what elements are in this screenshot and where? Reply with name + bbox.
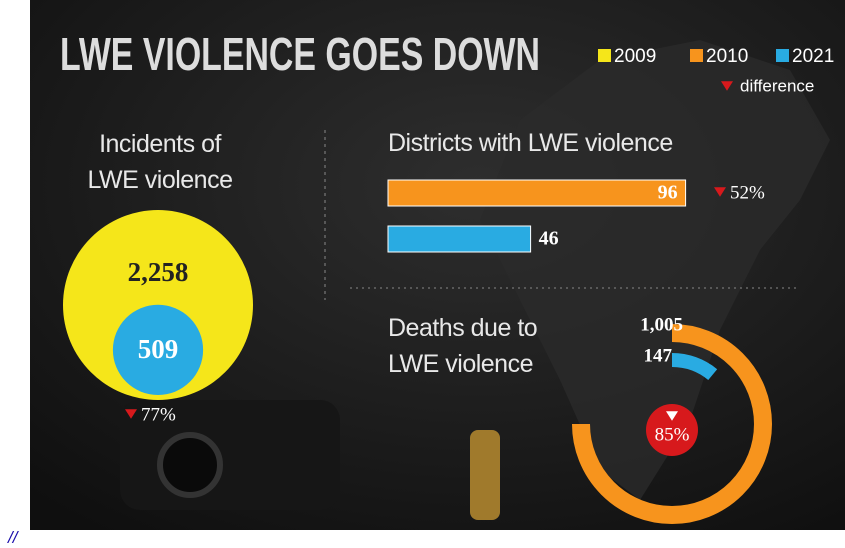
title: LWE VIOLENCE GOES DOWN <box>60 28 540 80</box>
chart-title: Districts with LWE violence <box>388 125 718 161</box>
difference-label: 85% <box>655 424 690 445</box>
footer: // <box>8 528 17 548</box>
legend-swatch <box>776 49 789 62</box>
legend-label: 2021 <box>792 46 834 67</box>
value-label: 46 <box>539 228 559 250</box>
value-label: 1,005 <box>640 314 683 335</box>
bullet <box>470 430 500 520</box>
value-label: 2,258 <box>128 257 189 287</box>
chart-title: Deaths due to LWE violence <box>388 310 558 382</box>
gun-barrel <box>160 435 220 495</box>
value-label: 509 <box>138 334 179 364</box>
legend-swatch <box>690 49 703 62</box>
page: LWE VIOLENCE GOES DOWN 2009 2010 2021 diffe… <box>0 0 845 548</box>
value-label: 147 <box>644 345 673 366</box>
bar <box>388 226 531 252</box>
infographic: LWE VIOLENCE GOES DOWN 2009 2010 2021 diffe… <box>0 0 845 548</box>
legend-label: difference <box>740 76 814 95</box>
chart-title: Incidents of LWE violence <box>75 126 245 198</box>
bar <box>388 180 686 206</box>
legend-label: 2009 <box>614 46 656 67</box>
value-label: 96 <box>658 182 678 204</box>
legend-label: 2010 <box>706 46 748 67</box>
legend-swatch <box>598 49 611 62</box>
difference-label: 52% <box>730 182 765 203</box>
difference-label: 77% <box>141 404 176 425</box>
